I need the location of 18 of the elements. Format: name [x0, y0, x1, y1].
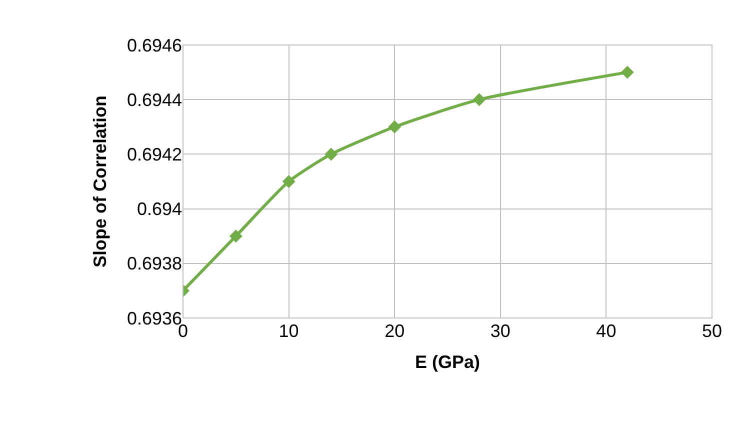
y-tick-label: 0.6944: [126, 90, 182, 110]
point: [472, 93, 486, 106]
y-axis-title: Slope of Correlation: [90, 95, 110, 268]
x-tick-label: 30: [490, 321, 510, 341]
y-tick-label: 0.6942: [126, 144, 182, 164]
point: [282, 175, 296, 188]
point: [229, 230, 242, 243]
x-tick-label: 40: [596, 321, 616, 341]
point: [388, 120, 402, 134]
x-tick-label: 10: [278, 321, 299, 341]
y-tick-label: 0.694: [136, 199, 182, 220]
x-axis-title: E (GPa): [414, 352, 480, 372]
x-tick-label: 50: [702, 321, 722, 341]
x-tick-label: 20: [384, 321, 405, 341]
point: [324, 148, 338, 161]
y-tick-label: 0.6946: [126, 35, 182, 56]
point: [620, 66, 634, 79]
y-tick-label: 0.6938: [126, 254, 182, 274]
